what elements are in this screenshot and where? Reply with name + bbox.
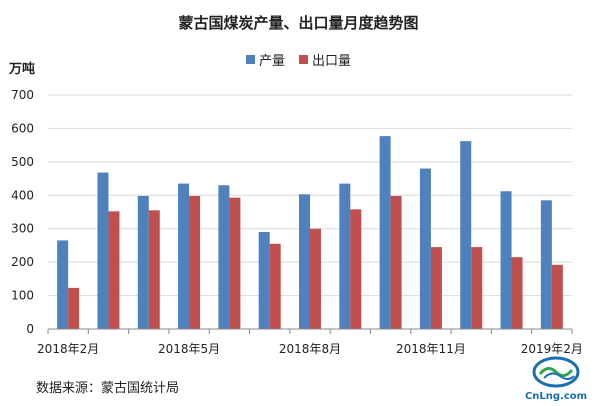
cnlng-logo: CnLng.com (518, 356, 594, 402)
x-tick-label-6: 2018年8月 (279, 342, 341, 356)
bar-export-1 (108, 211, 120, 329)
legend-label-production: 产量 (259, 54, 286, 69)
bar-production-9 (419, 168, 431, 329)
x-tick-label-0: 2018年2月 (37, 342, 99, 356)
bar-export-4 (229, 197, 241, 329)
bar-production-8 (379, 136, 391, 329)
bar-production-10 (460, 141, 472, 329)
x-tick-label-3: 2018年5月 (158, 342, 220, 356)
bar-export-9 (430, 247, 442, 329)
y-tick-label-500: 500 (11, 155, 34, 169)
source-note: 数据来源：蒙古国统计局 (36, 381, 180, 396)
bar-export-11 (511, 257, 523, 329)
bar-production-12 (540, 200, 552, 329)
x-tick-label-12: 2019年2月 (521, 342, 583, 356)
bar-production-11 (500, 191, 512, 329)
y-tick-label-300: 300 (11, 222, 34, 236)
y-tick-label-700: 700 (11, 88, 34, 102)
bar-production-6 (299, 194, 310, 329)
bar-export-7 (350, 209, 362, 329)
bar-export-12 (551, 264, 563, 329)
bar-production-3 (178, 183, 190, 329)
bar-export-8 (390, 195, 402, 329)
x-tick-label-9: 2018年11月 (396, 342, 466, 356)
legend-label-export: 出口量 (312, 54, 352, 69)
y-tick-label-400: 400 (11, 188, 34, 202)
legend-swatch-export (299, 55, 309, 64)
bar-export-10 (471, 247, 483, 329)
y-tick-label-600: 600 (11, 121, 34, 135)
bar-export-6 (310, 228, 321, 329)
bar-production-4 (218, 185, 230, 329)
bar-export-2 (148, 210, 160, 329)
legend: 产量 出口量 (246, 50, 351, 69)
bar-production-1 (97, 172, 109, 329)
y-tick-label-100: 100 (11, 289, 34, 303)
y-tick-label-0: 0 (26, 322, 34, 336)
logo-text: CnLng.com (524, 391, 588, 402)
bar-production-0 (57, 240, 69, 329)
legend-entry-export: 出口量 (299, 50, 351, 69)
y-tick-label-200: 200 (11, 255, 34, 269)
bar-export-0 (68, 287, 80, 329)
legend-entry-production: 产量 (246, 50, 285, 69)
logo-icon (532, 356, 580, 388)
bar-production-7 (339, 183, 351, 329)
bar-export-5 (269, 243, 281, 329)
y-axis-unit-label: 万吨 (9, 62, 36, 77)
bar-production-5 (258, 232, 270, 329)
chart-title: 蒙古国煤炭产量、出口量月度趋势图 (178, 14, 419, 32)
bar-export-3 (189, 195, 201, 329)
legend-swatch-production (246, 55, 255, 64)
bar-production-2 (137, 195, 149, 329)
